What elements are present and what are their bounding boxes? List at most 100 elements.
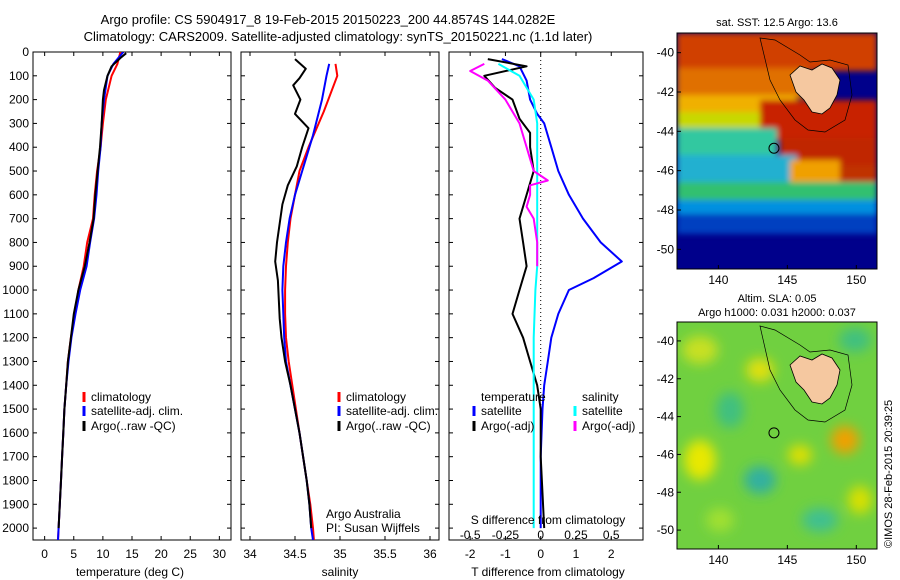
bathymetry-contour (759, 37, 853, 133)
institution-label: Argo Australia (326, 507, 401, 521)
x-tick-label: 0 (537, 547, 544, 561)
series-line (57, 52, 127, 529)
y-tick-label: -44 (657, 410, 675, 424)
x-tick-label: 5 (70, 547, 77, 561)
sla-map-frame (676, 321, 878, 550)
legend-sal-argo-label: Argo(-adj) (582, 419, 635, 433)
sla-map-ticks: 140 145 150 -40 -42 -44 -46 -48 -50 (657, 334, 867, 567)
sla-map-panel: Altim. SLA: 0.05 Argo h1000: 0.031 h2000… (657, 293, 878, 567)
y-tick-label: -40 (657, 334, 675, 348)
sla-map-image (677, 322, 877, 549)
temperature-axes-frame (32, 51, 232, 541)
y-tick-label: 1000 (2, 283, 29, 297)
x-tick-label: 140 (708, 273, 728, 287)
series-line (497, 63, 539, 529)
x-tick-label: 34.5 (283, 547, 307, 561)
y-tick-label: 200 (9, 93, 29, 107)
sst-map-image (677, 33, 877, 269)
legend-satellite-label: satellite-adj. clim. (91, 404, 183, 418)
x2-tick-label: -0.25 (492, 528, 520, 542)
pi-label: PI: Susan Wijffels (326, 521, 420, 535)
salinity-legend: climatology satellite-adj. clim. Argo(..… (337, 390, 438, 433)
y-tick-label: 1600 (2, 426, 29, 440)
temperature-panel: 0 5 10 15 20 25 300100200300400500600700800900… (2, 45, 232, 579)
series-line (501, 58, 623, 529)
legend-salinity-header: salinity (582, 390, 619, 404)
y-tick-label: 2000 (2, 521, 29, 535)
salinity-lines (274, 58, 339, 540)
x2-tick-label: 0 (537, 528, 544, 542)
salinity-difference-ticks: -0.5 -0.25 0 0.25 0.5 (460, 528, 620, 542)
legend-temp-argo-label: Argo(-adj) (481, 419, 534, 433)
x2-tick-label: 0.5 (603, 528, 620, 542)
series-line (483, 58, 546, 529)
y-tick-label: 900 (9, 259, 29, 273)
y-tick-label: -46 (657, 447, 675, 461)
y-tick-label: -50 (657, 242, 675, 256)
x-tick-label: 150 (846, 273, 866, 287)
x-tick-label: 2 (608, 547, 615, 561)
y-tick-label: -44 (657, 124, 675, 138)
legend-climatology-label: climatology (346, 390, 406, 404)
y-tick-label: 300 (9, 116, 29, 130)
y-tick-label: 800 (9, 235, 29, 249)
y-tick-label: 100 (9, 69, 29, 83)
y-tick-label: 1400 (2, 378, 29, 392)
legend-temp-satellite-label: satellite (481, 404, 522, 418)
temperature-xlabel: temperature (deg C) (76, 565, 184, 579)
x-tick-label: 0 (41, 547, 48, 561)
difference-xlabel-temperature: T difference from climatology (471, 565, 625, 579)
x-tick-label: 150 (846, 553, 866, 567)
profile-location-marker (768, 427, 780, 439)
y-tick-label: -48 (657, 203, 675, 217)
sst-map-frame (676, 32, 878, 270)
y-tick-label: 1700 (2, 450, 29, 464)
header-line2: Climatology: CARS2009. Satellite-adjuste… (84, 29, 593, 44)
difference-legend: temperature satellite Argo(-adj) salinit… (472, 390, 635, 433)
difference-axes-ticks: -2 -1 0 1 2 (449, 51, 643, 561)
profile-location-marker (768, 142, 780, 154)
salinity-axes-ticks: 34 34.5 35 35.5 36 (241, 51, 439, 561)
salinity-xlabel: salinity (322, 565, 359, 579)
sst-map-title: sat. SST: 12.5 Argo: 13.6 (716, 17, 838, 29)
y-tick-label: 1500 (2, 402, 29, 416)
x-tick-label: 34 (243, 547, 257, 561)
sla-map-title: Altim. SLA: 0.05 (738, 293, 817, 305)
x2-tick-label: 0.25 (564, 528, 588, 542)
x-tick-label: 36 (423, 547, 437, 561)
y-tick-label: 0 (22, 45, 29, 59)
sst-map-ticks: 140 145 150 -40 -42 -44 -46 -48 -50 (657, 46, 867, 287)
y-tick-label: 1900 (2, 497, 29, 511)
y-tick-label: 500 (9, 164, 29, 178)
legend-argo-label: Argo(..raw -QC) (91, 419, 176, 433)
imos-watermark: ©IMOS 28-Feb-2015 20:39:25 (883, 400, 895, 548)
temperature-lines (57, 52, 127, 540)
legend-temperature-header: temperature (481, 390, 546, 404)
y-tick-label: -48 (657, 485, 675, 499)
legend-argo-label: Argo(..raw -QC) (346, 419, 431, 433)
difference-axes-frame (448, 51, 644, 541)
y-tick-label: 700 (9, 212, 29, 226)
series-line (469, 63, 549, 267)
y-tick-label: -50 (657, 523, 675, 537)
x-tick-label: 140 (708, 553, 728, 567)
x-tick-label: 25 (184, 547, 198, 561)
x-tick-label: 35.5 (373, 547, 397, 561)
x-tick-label: -1 (500, 547, 511, 561)
y-tick-label: 1200 (2, 331, 29, 345)
y-tick-label: -42 (657, 85, 675, 99)
sla-map-subtitle: Argo h1000: 0.031 h2000: 0.037 (698, 307, 856, 319)
x-tick-label: 30 (213, 547, 227, 561)
y-tick-label: -46 (657, 164, 675, 178)
legend-climatology-label: climatology (91, 390, 151, 404)
tasmania-land (789, 63, 841, 115)
difference-panel: -2 -1 0 1 2 S difference from climatology -0… (448, 51, 644, 579)
y-tick-label: 1800 (2, 473, 29, 487)
difference-lines (469, 58, 623, 529)
sst-map-panel: sat. SST: 12.5 Argo: 13.6 (657, 17, 878, 287)
x-tick-label: 15 (125, 547, 139, 561)
header-line1: Argo profile: CS 5904917_8 19-Feb-2015 2… (101, 12, 556, 27)
y-tick-label: -42 (657, 372, 675, 386)
tasmania-land (789, 353, 841, 405)
